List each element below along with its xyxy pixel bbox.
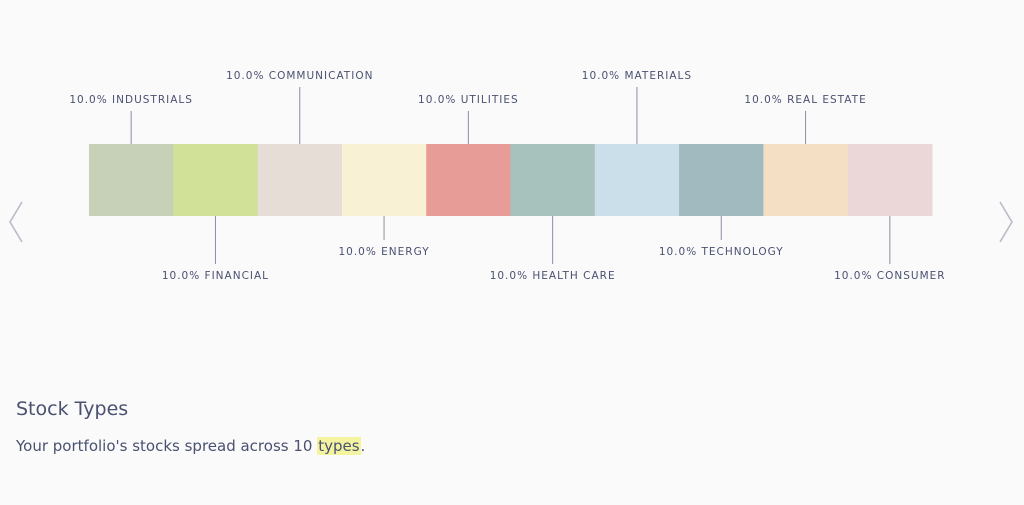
bar-segment-health-care[interactable] bbox=[510, 144, 596, 216]
segment-label-health-care: 10.0% HEALTH CARE bbox=[489, 270, 616, 282]
bar-segment-communication[interactable] bbox=[257, 144, 343, 216]
bar-segment-materials[interactable] bbox=[594, 144, 680, 216]
segment-label-energy: 10.0% ENERGY bbox=[338, 246, 430, 258]
segment-label-communication: 10.0% COMMUNICATION bbox=[226, 70, 374, 82]
allocation-bar-chart bbox=[89, 87, 933, 264]
segment-label-industrials: 10.0% INDUSTRIALS bbox=[69, 94, 193, 106]
bar-segment-real-estate[interactable] bbox=[763, 144, 849, 216]
bar-segment-technology[interactable] bbox=[679, 144, 764, 216]
bar-segment-industrials[interactable] bbox=[89, 144, 174, 216]
description-suffix: . bbox=[360, 437, 366, 455]
bar-segment-utilities[interactable] bbox=[426, 144, 511, 216]
description-text: Your portfolio's stocks spread across 10 bbox=[16, 437, 318, 455]
section-description: Your portfolio's stocks spread across 10… bbox=[16, 437, 365, 455]
section-title: Stock Types bbox=[16, 398, 129, 420]
types-highlight-link[interactable]: types bbox=[317, 437, 361, 455]
segment-label-financial: 10.0% FINANCIAL bbox=[161, 270, 270, 282]
segment-label-consumer: 10.0% CONSUMER bbox=[834, 270, 946, 282]
segment-label-utilities: 10.0% UTILITIES bbox=[418, 94, 519, 106]
segment-label-technology: 10.0% TECHNOLOGY bbox=[658, 246, 784, 258]
segment-label-real-estate: 10.0% REAL ESTATE bbox=[744, 94, 867, 106]
bar-segment-energy[interactable] bbox=[341, 144, 427, 216]
bar-segment-consumer[interactable] bbox=[847, 144, 933, 216]
chevron-right-icon[interactable] bbox=[994, 200, 1016, 244]
segment-label-materials: 10.0% MATERIALS bbox=[581, 70, 693, 82]
chevron-left-icon[interactable] bbox=[6, 200, 28, 244]
bar-segment-financial[interactable] bbox=[173, 144, 259, 216]
